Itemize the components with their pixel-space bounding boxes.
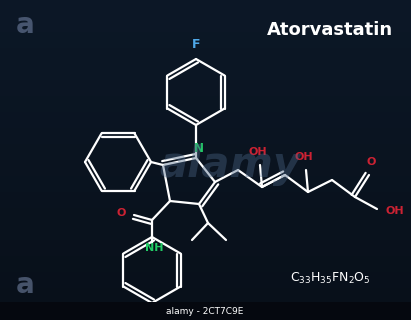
Text: F: F — [192, 38, 200, 51]
Text: alamy - 2CT7C9E: alamy - 2CT7C9E — [166, 307, 244, 316]
Bar — [0, 64, 411, 80]
Bar — [0, 48, 411, 64]
Bar — [0, 112, 411, 128]
Bar — [0, 224, 411, 240]
Bar — [0, 32, 411, 48]
Text: N: N — [194, 141, 204, 155]
Text: OH: OH — [386, 206, 404, 216]
Bar — [0, 208, 411, 224]
Text: Atorvastatin: Atorvastatin — [267, 21, 393, 39]
Text: O: O — [117, 208, 126, 218]
Text: O: O — [366, 157, 376, 167]
Bar — [0, 288, 411, 304]
Bar — [0, 144, 411, 160]
Bar — [0, 80, 411, 96]
Text: a: a — [16, 271, 35, 299]
Bar — [0, 272, 411, 288]
Text: C$_{33}$H$_{35}$FN$_{2}$O$_{5}$: C$_{33}$H$_{35}$FN$_{2}$O$_{5}$ — [290, 270, 370, 285]
Bar — [0, 176, 411, 192]
Bar — [0, 16, 411, 32]
Bar — [0, 160, 411, 176]
Bar — [0, 304, 411, 320]
Text: OH: OH — [295, 152, 313, 162]
Bar — [0, 240, 411, 256]
Bar — [0, 128, 411, 144]
Bar — [0, 192, 411, 208]
Text: alamy: alamy — [159, 144, 300, 186]
Text: a: a — [16, 11, 35, 39]
Bar — [0, 302, 411, 320]
Bar — [0, 256, 411, 272]
Text: NH: NH — [145, 243, 163, 253]
Text: OH: OH — [249, 147, 267, 157]
Bar — [0, 96, 411, 112]
Bar — [0, 0, 411, 16]
